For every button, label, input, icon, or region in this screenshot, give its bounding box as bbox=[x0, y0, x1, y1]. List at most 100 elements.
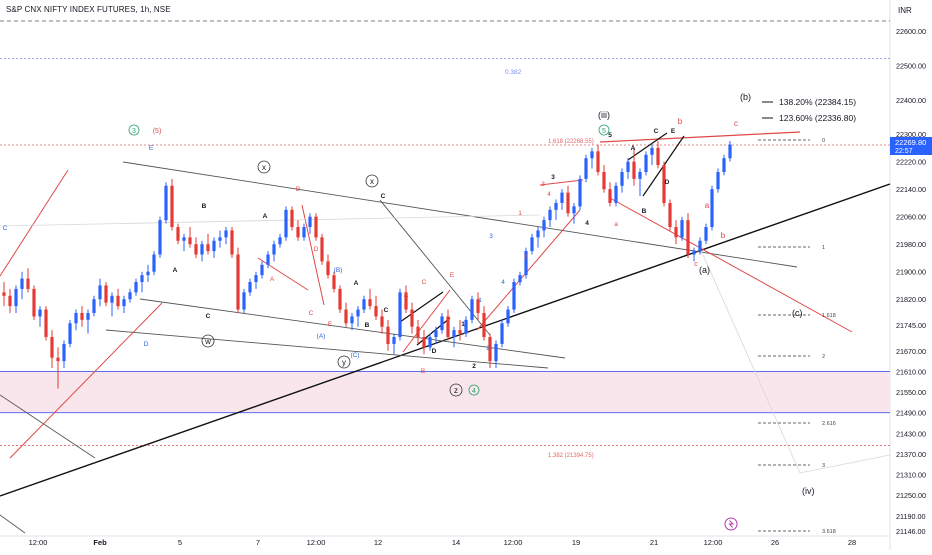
price-tick-label: 22060.00 bbox=[896, 213, 926, 222]
candle-body bbox=[374, 306, 378, 317]
candle-body bbox=[548, 209, 552, 221]
candle bbox=[26, 268, 30, 293]
candle bbox=[188, 227, 192, 248]
candle-body bbox=[512, 282, 516, 310]
wave-b1-blue-label: 1 bbox=[478, 297, 482, 304]
candle bbox=[164, 182, 168, 224]
candle-body bbox=[338, 288, 342, 310]
candle-body bbox=[470, 299, 474, 320]
candle-body bbox=[416, 326, 420, 338]
candle bbox=[170, 178, 174, 231]
wave-b5-label: 5 bbox=[608, 132, 612, 139]
wave-b3-red-label: B bbox=[421, 368, 425, 375]
candle-body bbox=[596, 151, 600, 172]
candle-body bbox=[350, 316, 354, 324]
candle bbox=[536, 227, 540, 248]
wave-ra2-label: a bbox=[705, 201, 710, 210]
candle-body bbox=[380, 316, 384, 327]
candle bbox=[194, 237, 198, 258]
last-price-value: 22269.80 bbox=[895, 138, 926, 147]
candle bbox=[590, 147, 594, 169]
time-tick-label: 12:00 bbox=[704, 538, 723, 547]
candle bbox=[62, 340, 66, 369]
candle bbox=[146, 264, 150, 283]
candle bbox=[554, 199, 558, 221]
candle bbox=[416, 319, 420, 344]
candle bbox=[80, 306, 84, 327]
candle bbox=[74, 309, 78, 331]
candle bbox=[722, 154, 726, 176]
candle bbox=[362, 295, 366, 313]
fib-0382-label: 0.382 bbox=[505, 69, 522, 76]
candle-body bbox=[650, 147, 654, 155]
candle-body bbox=[278, 237, 282, 245]
candle bbox=[320, 233, 324, 265]
candle bbox=[236, 247, 240, 313]
last-price-tag[interactable] bbox=[890, 137, 932, 155]
candle-body bbox=[86, 312, 90, 320]
candle-body bbox=[488, 337, 492, 362]
candle bbox=[530, 233, 534, 255]
wave-n1-label: 1 bbox=[461, 321, 465, 328]
candle-body bbox=[644, 154, 648, 172]
price-axis[interactable]: 22600.00 22500.00 22400.00 22300.00 22220.00… bbox=[896, 27, 926, 536]
wave-pa-label: (A) bbox=[317, 333, 326, 340]
time-tick-label: 12:00 bbox=[504, 538, 523, 547]
extension-levels bbox=[758, 139, 810, 532]
candle-body bbox=[44, 309, 48, 338]
candle-body bbox=[500, 323, 504, 344]
wave-rb-top-label: b bbox=[678, 117, 683, 126]
candle-body bbox=[158, 220, 162, 255]
candle bbox=[392, 333, 396, 355]
ext-2616-label: 2.616 bbox=[822, 421, 836, 427]
candle bbox=[608, 182, 612, 207]
candle-body bbox=[362, 299, 366, 310]
time-tick-label: 21 bbox=[650, 538, 658, 547]
candle bbox=[644, 151, 648, 176]
candle-body bbox=[170, 185, 174, 228]
time-axis[interactable]: 12:00 Feb 5 7 12:00 12 14 12:00 19 21 12:00 26 28 bbox=[29, 538, 857, 547]
candle bbox=[158, 216, 162, 258]
candle bbox=[698, 237, 702, 255]
candle bbox=[332, 271, 336, 293]
wave-d3-label: D bbox=[432, 348, 437, 355]
price-tick-label: 21146.00 bbox=[896, 527, 925, 536]
candle-body bbox=[326, 261, 330, 276]
wave-rb-label: B bbox=[296, 186, 300, 193]
candle bbox=[116, 288, 120, 310]
candle bbox=[338, 285, 342, 313]
candle-body bbox=[716, 171, 720, 190]
candle-body bbox=[440, 316, 444, 331]
wave-x2-label: x bbox=[370, 177, 374, 186]
candle-body bbox=[584, 158, 588, 179]
candle-body bbox=[224, 230, 228, 238]
candle bbox=[350, 312, 354, 331]
candle bbox=[368, 288, 372, 310]
red-left-line-2 bbox=[9, 302, 163, 459]
candle-body bbox=[110, 295, 114, 303]
wave-b4-blue-label: 4 bbox=[501, 279, 505, 286]
wave-x1-circle bbox=[257, 160, 271, 174]
ext-2-label: 2 bbox=[822, 354, 825, 360]
time-tick-label: 14 bbox=[452, 538, 460, 547]
candle-body bbox=[194, 244, 198, 255]
wave-iii-label: (iii) bbox=[598, 110, 610, 120]
price-tick-label: 21190.00 bbox=[896, 512, 925, 521]
candle bbox=[404, 285, 408, 313]
candle bbox=[140, 271, 144, 293]
candle-body bbox=[662, 165, 666, 203]
candle-body bbox=[308, 216, 312, 228]
wave-iv-label: (iv) bbox=[802, 486, 815, 496]
candle-body bbox=[680, 220, 684, 238]
candle bbox=[488, 333, 492, 369]
legend-text-2: 123.60% (22336.80) bbox=[779, 113, 856, 123]
candle-body bbox=[482, 312, 486, 338]
candle-body bbox=[698, 240, 702, 252]
candle bbox=[542, 216, 546, 238]
candle-body bbox=[230, 230, 234, 255]
trendlines bbox=[0, 131, 891, 534]
candle bbox=[602, 165, 606, 193]
price-tick-label: 21370.00 bbox=[896, 450, 926, 459]
candle-body bbox=[572, 206, 576, 214]
